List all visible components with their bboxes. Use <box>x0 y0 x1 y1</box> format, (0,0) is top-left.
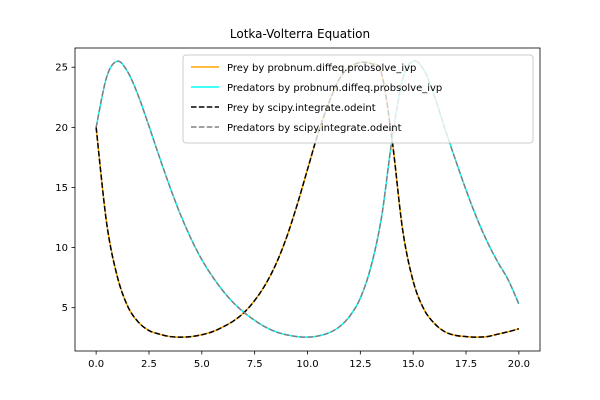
x-tick-label: 17.5 <box>455 359 477 370</box>
x-tick-label: 5.0 <box>194 359 210 370</box>
x-tick-label: 20.0 <box>508 359 530 370</box>
series-line-4 <box>95 60 520 338</box>
x-tick-label: 7.5 <box>247 359 263 370</box>
legend-box <box>182 54 534 144</box>
legend-label-4: Predators by scipy.integrate.odeint <box>227 123 402 134</box>
x-tick-label: 0.0 <box>88 359 104 370</box>
y-tick-label: 20 <box>55 123 68 134</box>
legend-label-3: Prey by scipy.integrate.odeint <box>227 103 376 114</box>
x-tick-label: 15.0 <box>402 359 424 370</box>
chart-title: Lotka-Volterra Equation <box>230 27 370 41</box>
series-line-3 <box>95 61 520 338</box>
legend-label-1: Prey by probnum.diffeq.probsolve_ivp <box>227 63 416 74</box>
axes-layer: 0.0 2.5 5.0 7.5 10.0 12.5 15.0 17.5 20.0 5 10 15 20 2… <box>55 47 541 370</box>
y-tick-label: 10 <box>55 243 68 254</box>
y-tick-label: 15 <box>55 183 68 194</box>
x-tick-label: 12.5 <box>349 359 371 370</box>
legend-label-2: Predators by probnum.diffeq.probsolve_iv… <box>227 83 442 94</box>
legend: Prey by probnum.diffeq.probsolve_ivp Pred… <box>182 54 534 144</box>
y-tick-label: 25 <box>55 63 68 74</box>
x-tick-label: 10.0 <box>296 359 318 370</box>
y-tick-label: 5 <box>62 303 68 314</box>
x-tick-label: 2.5 <box>141 359 157 370</box>
